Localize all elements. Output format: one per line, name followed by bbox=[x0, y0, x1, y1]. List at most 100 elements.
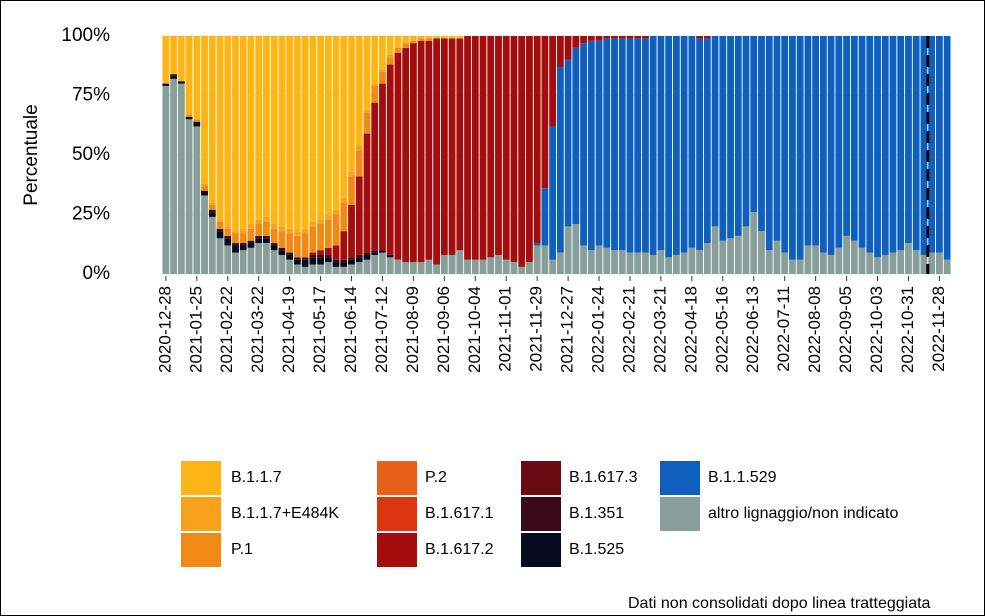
bar-segment bbox=[317, 264, 324, 274]
bar-segment bbox=[255, 235, 263, 239]
bar-segment bbox=[216, 36, 224, 220]
bar-segment bbox=[293, 264, 301, 274]
bar-segment bbox=[642, 38, 649, 253]
x-tick-label: 2022-08-08 bbox=[805, 286, 824, 373]
bar-segment bbox=[456, 36, 464, 39]
bar-segment bbox=[278, 226, 286, 232]
bar-segment bbox=[286, 233, 294, 253]
bar-segment bbox=[317, 257, 324, 265]
bar-segment bbox=[425, 259, 433, 274]
bar-segment bbox=[270, 224, 278, 229]
bar-segment bbox=[835, 247, 843, 274]
bar-segment bbox=[742, 36, 750, 227]
bar-segment bbox=[874, 257, 881, 274]
bar-segment bbox=[657, 250, 665, 274]
bar-segment bbox=[177, 36, 185, 82]
bar-segment bbox=[224, 235, 232, 239]
bar-segment bbox=[386, 254, 394, 258]
bar-segment bbox=[502, 36, 510, 260]
y-tick-label: 0% bbox=[83, 263, 111, 284]
bar-segment bbox=[626, 38, 634, 253]
bar-segment bbox=[224, 36, 232, 227]
bar-segment bbox=[935, 36, 943, 253]
bar-segment bbox=[332, 262, 340, 267]
bar-segment bbox=[580, 245, 587, 274]
x-tick-label: 2021-05-17 bbox=[310, 286, 329, 373]
bar-segment bbox=[394, 259, 402, 274]
bar-segment bbox=[371, 102, 379, 251]
bar-segment bbox=[850, 36, 858, 241]
y-tick-label: 100% bbox=[61, 25, 110, 46]
legend-label: B.1.617.3 bbox=[569, 469, 638, 486]
bar-segment bbox=[874, 36, 881, 258]
bar-segment bbox=[371, 252, 379, 255]
bar-segment bbox=[340, 231, 348, 260]
bar-segment bbox=[928, 252, 936, 274]
bar-segment bbox=[263, 216, 270, 222]
bar-segment bbox=[688, 36, 696, 248]
bar-segment bbox=[409, 36, 417, 41]
bar-segment bbox=[293, 231, 301, 236]
bar-segment bbox=[556, 66, 564, 253]
legend-label: B.1.617.1 bbox=[425, 505, 494, 522]
bar-segment bbox=[193, 36, 201, 120]
bar-segment bbox=[889, 252, 897, 274]
bar-segment bbox=[301, 233, 309, 258]
bar-segment bbox=[371, 36, 379, 84]
bar-segment bbox=[703, 243, 711, 274]
bar-segment bbox=[363, 259, 371, 274]
bar-segment bbox=[379, 252, 386, 274]
bar-segment bbox=[255, 243, 263, 274]
legend-label: B.1.1.7 bbox=[231, 469, 282, 486]
bar-segment bbox=[642, 36, 649, 39]
bar-segment bbox=[216, 231, 224, 239]
bar-segment bbox=[409, 43, 417, 263]
x-tick-label: 2021-09-06 bbox=[434, 286, 453, 373]
bar-segment bbox=[564, 226, 572, 274]
bar-segment bbox=[487, 36, 495, 258]
bar-segment bbox=[324, 254, 332, 258]
bar-segment bbox=[332, 266, 340, 274]
bar-segment bbox=[843, 235, 850, 274]
bar-segment bbox=[348, 259, 355, 265]
bar-segment bbox=[518, 266, 526, 274]
bar-segment bbox=[657, 36, 665, 251]
bar-segment bbox=[224, 245, 232, 274]
bar-segment bbox=[448, 38, 456, 255]
legend-swatch bbox=[660, 497, 700, 531]
bar-segment bbox=[278, 247, 286, 251]
bar-segment bbox=[556, 252, 564, 274]
bar-segment bbox=[386, 57, 394, 65]
x-tick-label: 2021-02-22 bbox=[217, 286, 236, 373]
bar-segment bbox=[363, 254, 371, 260]
bar-segment bbox=[835, 36, 843, 248]
x-tick-label: 2022-11-28 bbox=[929, 286, 948, 372]
x-tick-label: 2022-10-03 bbox=[867, 286, 886, 373]
bar-segment bbox=[603, 36, 611, 39]
bar-segment bbox=[533, 245, 541, 274]
bar-segment bbox=[309, 221, 317, 227]
bar-segment bbox=[464, 259, 471, 274]
bar-segment bbox=[239, 228, 247, 234]
bar-segment bbox=[317, 254, 324, 258]
bar-segment bbox=[201, 195, 208, 274]
bar-segment bbox=[263, 243, 270, 274]
x-tick-label: 2021-08-09 bbox=[403, 286, 422, 373]
bar-segment bbox=[162, 36, 170, 84]
bar-segment bbox=[409, 262, 417, 274]
axes: 0% 25% 50% 75% 100% 2020-12-28 2021-01-25 2021-… bbox=[61, 25, 947, 373]
bar-segment bbox=[170, 36, 178, 75]
bar-segment bbox=[309, 226, 317, 253]
bar-segment bbox=[232, 233, 239, 244]
bar-segment bbox=[270, 245, 278, 251]
x-tick-label: 2022-09-05 bbox=[836, 286, 855, 373]
bar-segment bbox=[703, 36, 711, 39]
bar-segment bbox=[448, 36, 456, 39]
bar-segment bbox=[301, 257, 309, 260]
bar-segment bbox=[688, 247, 696, 274]
bar-segment bbox=[255, 238, 263, 244]
legend-swatch bbox=[660, 461, 700, 495]
bar-segment bbox=[935, 252, 943, 274]
bar-segment bbox=[866, 252, 874, 274]
bar-segment bbox=[394, 47, 402, 53]
